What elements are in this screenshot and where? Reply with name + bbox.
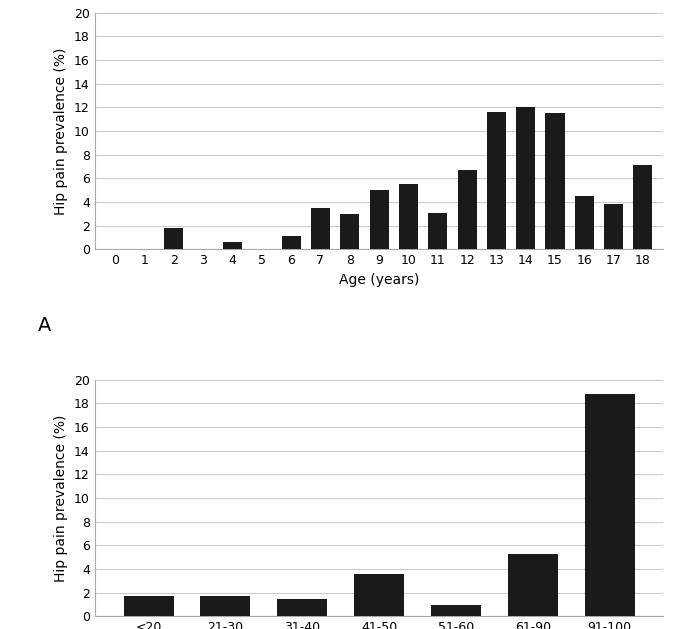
Bar	[124, 596, 173, 616]
Bar	[546, 113, 565, 249]
Bar	[354, 574, 404, 616]
Bar	[508, 554, 558, 616]
Bar	[487, 112, 506, 249]
Bar	[311, 208, 330, 249]
Text: A: A	[38, 316, 51, 335]
Bar	[282, 237, 301, 249]
Bar	[278, 599, 327, 616]
Bar	[431, 604, 481, 616]
Bar	[516, 108, 536, 249]
Bar	[165, 228, 183, 249]
Bar	[399, 184, 418, 249]
Y-axis label: Hip pain prevalence (%): Hip pain prevalence (%)	[54, 47, 68, 214]
Bar	[458, 170, 477, 249]
Y-axis label: Hip pain prevalence (%): Hip pain prevalence (%)	[54, 415, 68, 582]
Bar	[575, 196, 594, 249]
Bar	[429, 213, 447, 249]
X-axis label: Age (years): Age (years)	[339, 273, 419, 287]
Bar	[223, 242, 242, 249]
Bar	[634, 165, 653, 249]
Bar	[604, 204, 623, 249]
Bar	[370, 190, 389, 249]
Bar	[585, 394, 634, 616]
Bar	[200, 596, 250, 616]
Bar	[341, 214, 359, 249]
